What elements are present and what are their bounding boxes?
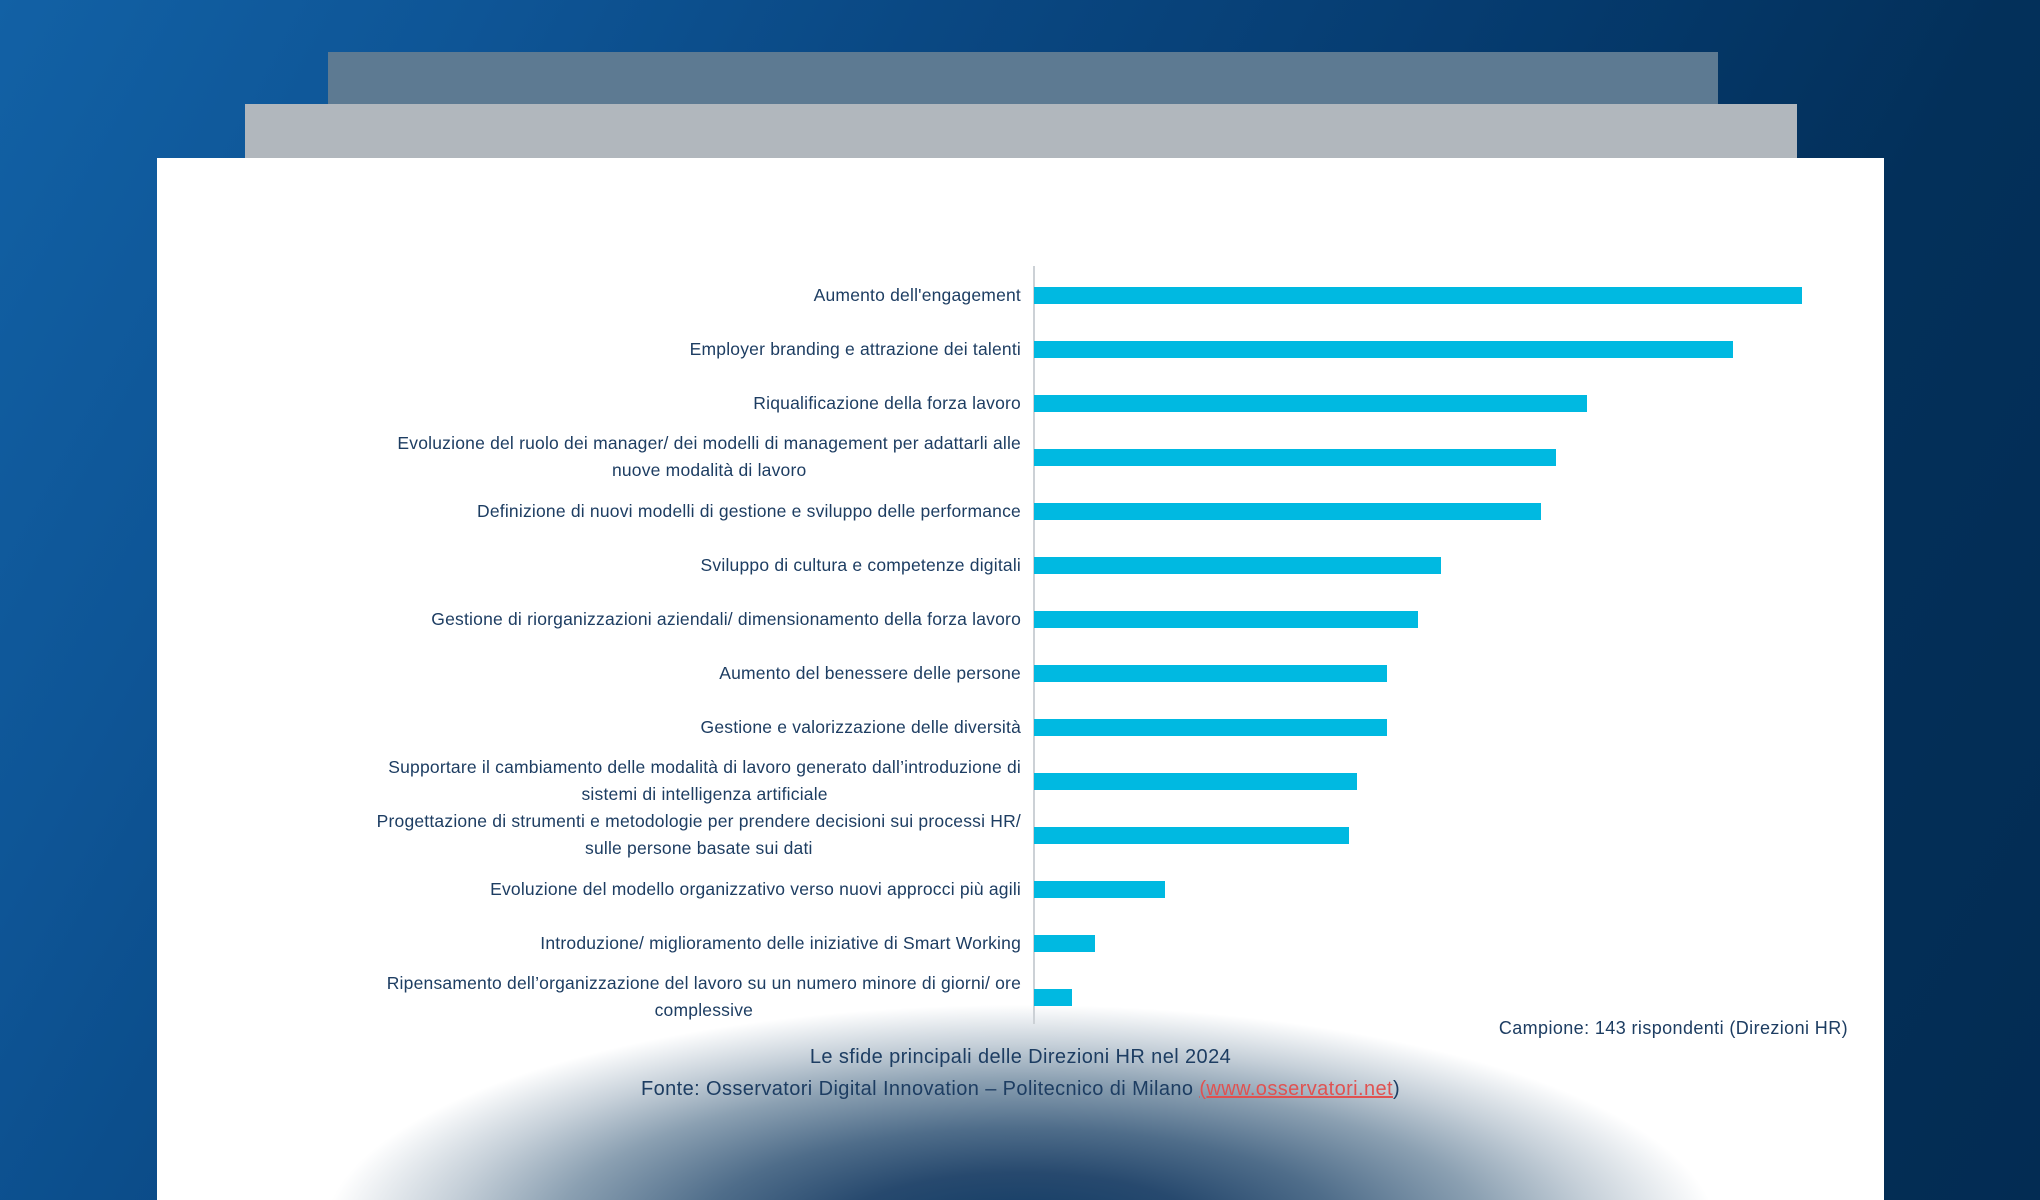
category-label: Aumento del benessere delle persone [197, 633, 1021, 713]
sample-size-note: Campione: 143 rispondenti (Direzioni HR) [1498, 1018, 1848, 1038]
chart-row: Riqualificazione della forza lavoro [157, 363, 1884, 443]
chart-row: Employer branding e attrazione dei talen… [157, 309, 1884, 389]
category-label: Gestione di riorganizzazioni aziendali/ … [197, 579, 1021, 659]
category-label-line: sistemi di intelligenza artificiale [581, 784, 828, 804]
category-label-line: sulle persone basate sui dati [585, 838, 813, 858]
category-label: Aumento dell'engagement [197, 255, 1021, 335]
category-label-line: nuove modalità di lavoro [611, 460, 807, 480]
category-label-line: Progettazione di strumenti e metodologie… [376, 811, 1021, 831]
category-label: Ripensamento dell’organizzazione del lav… [197, 957, 1021, 1037]
bar [1034, 395, 1587, 412]
category-label-line: Sviluppo di cultura e competenze digital… [700, 554, 1021, 575]
bar [1034, 557, 1441, 574]
bar [1034, 773, 1357, 790]
category-label-line: Evoluzione del ruolo dei manager/ dei mo… [397, 433, 1021, 453]
category-label-line: Aumento del benessere delle persone [719, 662, 1021, 683]
chart-row: Evoluzione del ruolo dei manager/ dei mo… [157, 417, 1884, 497]
chart-source: Fonte: Osservatori Digital Innovation – … [157, 1078, 1884, 1101]
chart-row: Introduzione/ miglioramento delle inizia… [157, 903, 1884, 983]
category-label-line: Evoluzione del modello organizzativo ver… [490, 878, 1021, 899]
bar [1034, 935, 1095, 952]
slide-card: Aumento dell'engagement Employer branding… [157, 158, 1884, 1200]
category-label-line: Gestione e valorizzazione delle diversit… [700, 716, 1021, 737]
category-label-line: complessive [654, 1000, 754, 1020]
bar [1034, 719, 1387, 736]
category-label: Introduzione/ miglioramento delle inizia… [197, 903, 1021, 983]
chart-row: Progettazione di strumenti e metodologie… [157, 795, 1884, 875]
chart-row: Aumento del benessere delle persone [157, 633, 1884, 713]
chart-row: Gestione di riorganizzazioni aziendali/ … [157, 579, 1884, 659]
category-label: Employer branding e attrazione dei talen… [197, 309, 1021, 389]
category-label: Supportare il cambiamento delle modalità… [197, 741, 1021, 821]
chart-axis-line [1033, 266, 1035, 1024]
category-label-line: Definizione di nuovi modelli di gestione… [477, 500, 1021, 521]
chart-row: Evoluzione del modello organizzativo ver… [157, 849, 1884, 929]
category-label: Sviluppo di cultura e competenze digital… [197, 525, 1021, 605]
bar [1034, 449, 1556, 466]
chart-row: Sviluppo di cultura e competenze digital… [157, 525, 1884, 605]
bar [1034, 827, 1349, 844]
bar [1034, 665, 1387, 682]
category-label-line: Supportare il cambiamento delle modalità… [388, 757, 1021, 777]
category-label-line: Ripensamento dell’organizzazione del lav… [386, 973, 1021, 993]
chart-row: Aumento dell'engagement [157, 255, 1884, 335]
bar [1034, 341, 1733, 358]
bar [1034, 503, 1541, 520]
category-label: Evoluzione del ruolo dei manager/ dei mo… [197, 417, 1021, 497]
chart-row: Supportare il cambiamento delle modalità… [157, 741, 1884, 821]
source-text: Fonte: Osservatori Digital Innovation – … [640, 1078, 1200, 1100]
category-label: Gestione e valorizzazione delle diversit… [197, 687, 1021, 767]
chart-title: Le sfide principali delle Direzioni HR n… [809, 1046, 1232, 1068]
category-label-line: Aumento dell'engagement [813, 284, 1021, 305]
category-label-line: Introduzione/ miglioramento delle inizia… [540, 932, 1021, 953]
category-label: Evoluzione del modello organizzativo ver… [197, 849, 1021, 929]
category-label-line: Employer branding e attrazione dei talen… [689, 338, 1021, 359]
bar [1034, 989, 1072, 1006]
bar [1034, 881, 1165, 898]
category-label: Progettazione di strumenti e metodologie… [197, 795, 1021, 875]
source-link[interactable]: www.osservatori.net [1206, 1078, 1393, 1100]
source-close-paren: ) [1392, 1078, 1401, 1100]
bar [1034, 611, 1418, 628]
category-label: Definizione di nuovi modelli di gestione… [197, 471, 1021, 551]
chart-row: Definizione di nuovi modelli di gestione… [157, 471, 1884, 551]
category-label-line: Riqualificazione della forza lavoro [753, 392, 1021, 413]
category-label: Riqualificazione della forza lavoro [197, 363, 1021, 443]
chart-row: Gestione e valorizzazione delle diversit… [157, 687, 1884, 767]
category-label-line: Gestione di riorganizzazioni aziendali/ … [431, 608, 1021, 629]
bar [1034, 287, 1802, 304]
